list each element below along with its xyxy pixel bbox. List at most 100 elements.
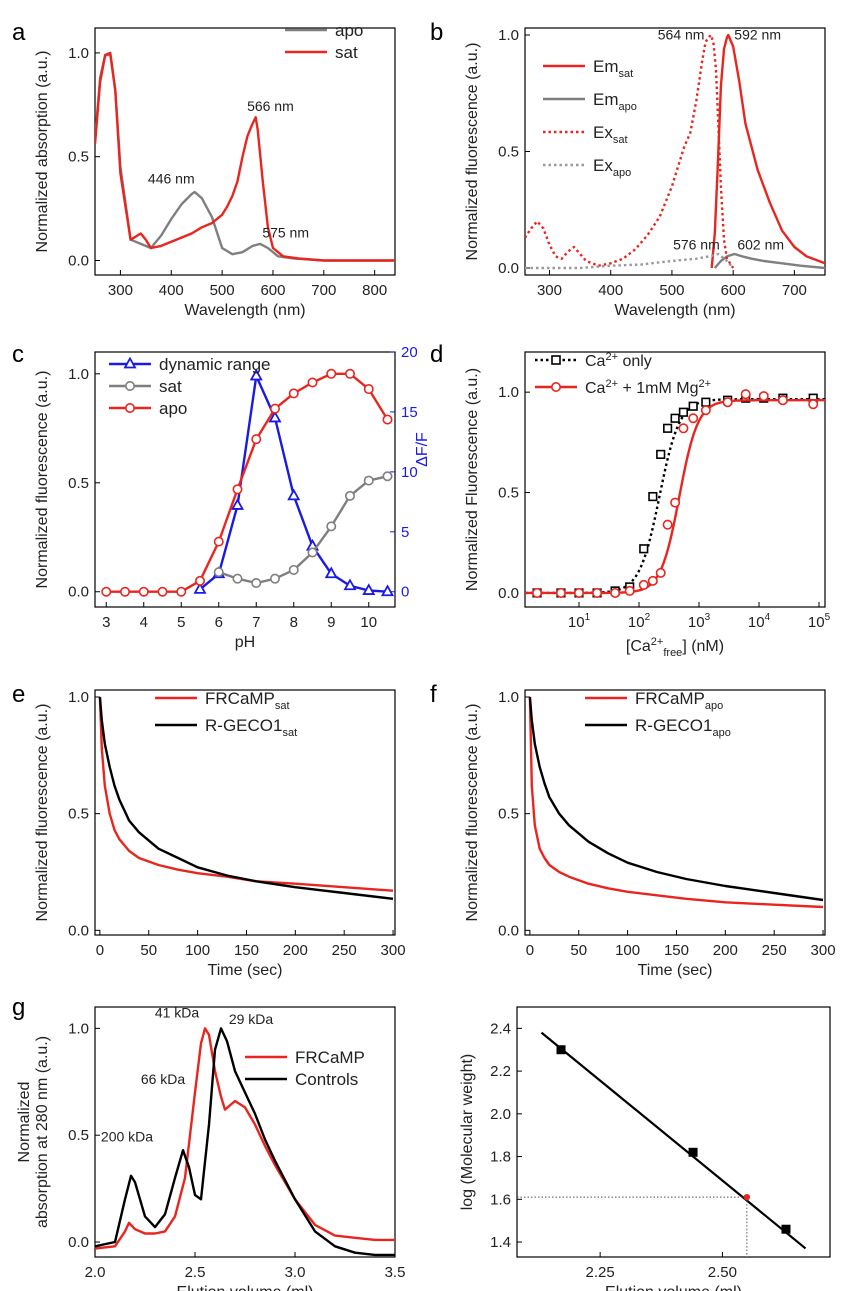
x-tick-label-exp: 2 (645, 612, 651, 623)
legend-label-part: FRCaMP (635, 689, 705, 708)
x-tick-label: 2.50 (708, 1264, 737, 1281)
legend-label: Ca2+ + 1mM Mg2+ (585, 378, 711, 397)
x-tick-label: 101 (568, 612, 591, 631)
data-point (382, 414, 393, 425)
legend-label-part: sat (282, 727, 297, 739)
legend-label: FRCaMPapo (635, 689, 723, 712)
x-tick-label: 3.5 (385, 1264, 406, 1281)
panel-h: 2.25 2.50 1.4 1.6 1.8 2.0 2.2 2.4 Elution volume… (459, 1006, 831, 1291)
data-point (638, 579, 649, 590)
legend-label-part: FRCaMP (205, 689, 275, 708)
data-point (195, 575, 206, 586)
data-point (701, 397, 711, 407)
series-line-2 (106, 372, 389, 593)
data-point (573, 587, 584, 598)
series-line-0 (525, 398, 825, 595)
axes-frame (94, 1006, 396, 1258)
data-point (288, 564, 299, 575)
y-tick-label: 1.0 (68, 1020, 89, 1037)
annotation: 564 nm (658, 27, 705, 43)
data-point (176, 586, 187, 597)
data-point (740, 389, 751, 400)
plot-area (517, 1031, 807, 1257)
plot-area (525, 389, 825, 598)
x-tick-label: 400 (159, 282, 184, 299)
legend-label: apo (335, 21, 363, 40)
y-tick-label: 0.5 (68, 149, 89, 166)
legend-label: sat (335, 43, 358, 62)
panel-c: c 3 4 5 6 7 8 9 10 0.0 0.5 1.0 pH Normalized fluoresc… (12, 341, 431, 651)
data-point (648, 491, 658, 502)
data-point (138, 586, 149, 597)
x-axis-label: Time (sec) (208, 962, 283, 979)
x-axis-label: [Ca2+free] (nM) (626, 636, 724, 659)
panel-letter: e (12, 681, 25, 708)
annotation: 29 kDa (229, 1011, 274, 1027)
series-line-0 (528, 696, 824, 909)
y-axis-label: Normalized absorption (a.u.) (34, 51, 51, 253)
x-axis-label: Wavelength (nm) (184, 302, 305, 319)
legend-label-part: apo (712, 727, 730, 739)
data-point (249, 368, 263, 381)
axes-frame (94, 27, 396, 276)
fit-line (540, 1031, 807, 1250)
data-point (269, 573, 280, 584)
x-tick-label: 8 (290, 614, 298, 631)
x-axis-label: Elution volume (ml) (605, 1284, 742, 1291)
panel-letter: d (430, 341, 443, 368)
y-axis-label-line: absorption at 280 nm (a.u.) (34, 1036, 51, 1228)
legend-label-part: only (618, 353, 652, 370)
x-tick-label: 3 (102, 614, 110, 631)
legend-label: Exapo (593, 156, 631, 179)
data-point (655, 567, 666, 578)
annotation: 446 nm (148, 171, 195, 187)
x-tick-label: 700 (311, 282, 336, 299)
y2-axis-label: ΔF/F (414, 432, 431, 467)
x-tick-label: 600 (721, 282, 746, 299)
x-axis-label-part: ] (nM) (682, 638, 724, 655)
legend-marker (123, 356, 137, 369)
x-tick-label: 300 (537, 282, 562, 299)
x-tick-label: 500 (210, 282, 235, 299)
x-axis-label-part: 2+ (651, 636, 664, 648)
x-tick-label: 104 (748, 612, 771, 631)
series-line-1 (528, 696, 824, 902)
x-tick-label: 150 (234, 942, 259, 959)
annotation: 66 kDa (141, 1071, 186, 1087)
data-point (363, 384, 374, 395)
data-point (592, 587, 603, 598)
legend-label-part: + 1mM Mg (618, 380, 698, 397)
series-line-1 (218, 475, 388, 585)
y-tick-label: 0.0 (68, 252, 89, 269)
axes-frame (524, 689, 826, 936)
annotation: 41 kDa (155, 1005, 200, 1021)
data-point (678, 423, 689, 434)
x-tick-label-exp: 4 (765, 612, 771, 623)
axes-frame (94, 689, 396, 936)
x-tick-label: 105 (808, 612, 831, 631)
plot-area (95, 1027, 395, 1257)
panel-letter: a (12, 19, 26, 46)
axes-frame (516, 1006, 831, 1258)
series-line-1 (713, 252, 825, 270)
axes-frame (524, 351, 826, 608)
series-line-0 (199, 374, 388, 593)
data-point (251, 434, 262, 445)
y-tick-label: 2.2 (490, 1063, 511, 1080)
annotation: 602 nm (737, 236, 784, 252)
legend-label-part: Ex (593, 123, 613, 142)
plot-area (95, 51, 395, 262)
legend-label: R-GECO1sat (205, 716, 297, 739)
x-tick-label: 300 (108, 282, 133, 299)
y2-tick-label: 0 (401, 584, 409, 601)
data-point (363, 475, 374, 486)
x-tick-label: 200 (283, 942, 308, 959)
data-point (362, 583, 376, 595)
data-point (610, 587, 621, 598)
x-tick-label-exp: 1 (585, 612, 591, 623)
data-point (288, 388, 299, 399)
y2-tick-label: 10 (401, 464, 418, 481)
legend-label-part: sat (613, 134, 628, 146)
data-point (324, 566, 338, 579)
